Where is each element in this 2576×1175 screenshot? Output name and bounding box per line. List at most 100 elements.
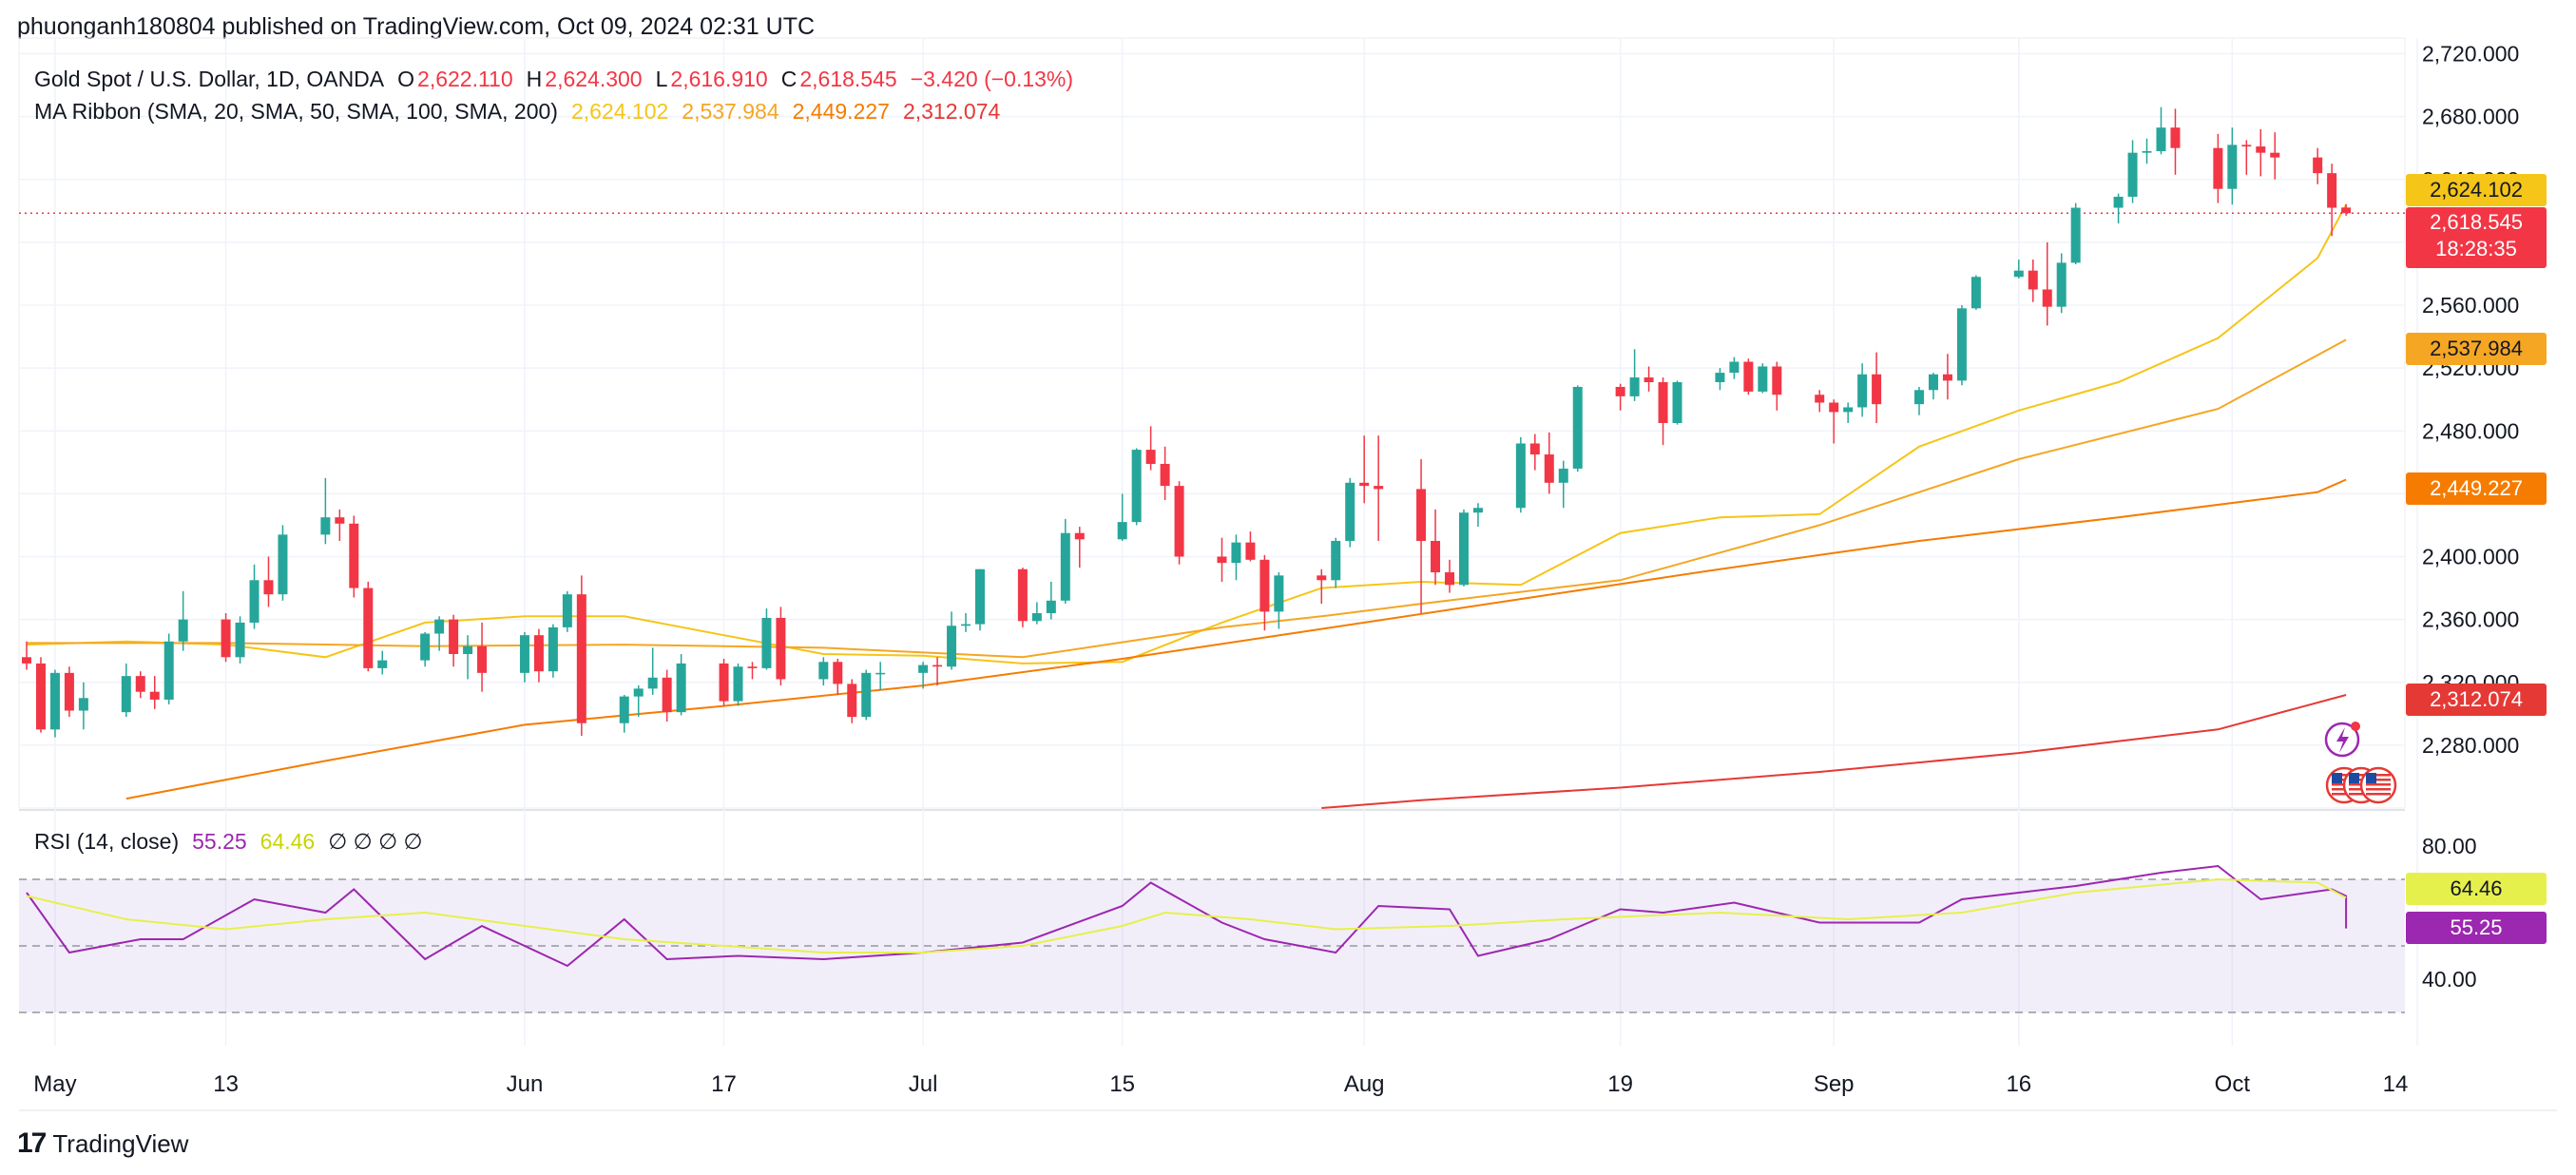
candle-body xyxy=(1345,482,1355,541)
rsi-legend-value: 55.25 xyxy=(192,829,247,854)
time-tick-label: 13 xyxy=(213,1071,239,1097)
candle-body xyxy=(1729,361,1740,374)
published-line: phuonganh180804 published on TradingView… xyxy=(17,13,816,40)
candle-body xyxy=(2028,270,2038,290)
candle-body xyxy=(1374,486,1384,490)
candle-body xyxy=(149,691,160,700)
candle-body xyxy=(1615,386,1625,396)
candle-body xyxy=(2056,262,2067,307)
ma-line-sma100 xyxy=(125,478,2347,800)
candle-body xyxy=(2042,289,2052,307)
candle-body xyxy=(278,534,288,595)
bar-countdown: 18:28:35 xyxy=(2435,237,2517,260)
candle-body xyxy=(2113,196,2124,208)
flag-canton xyxy=(2366,773,2376,783)
candle-body xyxy=(662,677,672,713)
flag-canton xyxy=(2349,773,2359,783)
candle-body xyxy=(1928,374,1938,391)
rsi-tick-label: 40.00 xyxy=(2422,967,2477,992)
candle-body xyxy=(1472,508,1483,513)
change-value: −3.420 (−0.13%) xyxy=(910,67,1074,91)
ma20-price-label: 2,624.102 xyxy=(2406,174,2547,206)
candle-body xyxy=(2127,152,2138,197)
candle-body xyxy=(1715,373,1725,383)
candle-body xyxy=(1758,366,1768,392)
flag-stripe xyxy=(2366,793,2391,796)
candle-body xyxy=(2156,127,2166,152)
ohlc-legend: Gold Spot / U.S. Dollar, 1D, OANDA O 2,622… xyxy=(34,67,1073,92)
candle-body xyxy=(1558,468,1568,483)
candle-body xyxy=(1217,556,1227,564)
price-pane xyxy=(18,37,2406,809)
candle-body xyxy=(833,662,843,684)
candle-body xyxy=(1458,512,1469,586)
candle-body xyxy=(434,619,445,634)
candle-body xyxy=(1529,443,1540,455)
candle-body xyxy=(1231,542,1241,564)
ma50-value: 2,537.984 xyxy=(682,99,779,124)
time-tick-label: Oct xyxy=(2215,1071,2251,1097)
candle-body xyxy=(1872,374,1882,405)
candle-body xyxy=(961,624,971,626)
ma100-value: 2,449.227 xyxy=(792,99,890,124)
candle-body xyxy=(2313,157,2323,174)
candle-body xyxy=(121,676,131,713)
candle-body xyxy=(49,672,60,730)
candle-body xyxy=(1956,308,1967,381)
candle-body xyxy=(647,677,658,689)
us-flag-event-icon xyxy=(2359,766,2397,804)
candle-body xyxy=(249,580,260,623)
candle-body xyxy=(1031,613,1042,622)
rsi-line xyxy=(26,864,2348,968)
candle-body xyxy=(135,676,145,692)
candle-body xyxy=(1829,402,1839,413)
ma200-value: 2,312.074 xyxy=(902,99,1001,124)
candle-body xyxy=(1117,522,1127,540)
candle-body xyxy=(1857,374,1868,408)
candle-body xyxy=(463,645,473,654)
candle-body xyxy=(1317,575,1327,581)
high-value: 2,624.300 xyxy=(545,67,643,91)
lightning-alert-icon xyxy=(2324,722,2360,758)
candle-body xyxy=(519,635,529,673)
ma20-value: 2,624.102 xyxy=(570,99,669,124)
price-tick-label: 2,480.000 xyxy=(2422,418,2519,443)
candle-body xyxy=(349,523,359,588)
candle-body xyxy=(619,696,629,723)
time-tick-label: May xyxy=(33,1071,76,1097)
open-value: 2,622.110 xyxy=(417,67,513,91)
ma-line-sma20 xyxy=(26,203,2347,665)
low-value: 2,616.910 xyxy=(670,67,768,91)
candle-body xyxy=(776,617,786,680)
tradingview-logo[interactable]: 17 TradingView xyxy=(17,1127,188,1160)
candle-body xyxy=(1843,407,1854,413)
candle-body xyxy=(733,666,743,702)
candle-body xyxy=(1074,532,1085,540)
flag-stripe xyxy=(2349,774,2374,777)
open-label: O xyxy=(397,67,415,91)
time-tick-label: 15 xyxy=(1109,1071,1135,1097)
candle-body xyxy=(477,645,488,673)
candle-body xyxy=(2142,151,2152,153)
rsi-empty-values: ∅ ∅ ∅ ∅ xyxy=(328,829,423,854)
candle-body xyxy=(1815,395,1825,403)
time-tick-label: Sep xyxy=(1814,1071,1855,1097)
last-price-value: 2,618.545 xyxy=(2430,210,2523,234)
candle-body xyxy=(178,619,188,642)
candle-body xyxy=(1515,443,1526,509)
ma50-price-label: 2,537.984 xyxy=(2406,333,2547,365)
candle-body xyxy=(377,660,388,668)
ma-line-sma50 xyxy=(27,338,2347,659)
rsi-ma-line xyxy=(26,877,2347,953)
candle-body xyxy=(861,672,872,718)
candle-body xyxy=(221,619,231,658)
candle-body xyxy=(2213,147,2223,189)
lightning-bolt xyxy=(2336,727,2349,753)
ma-ribbon-title: MA Ribbon (SMA, 20, SMA, 50, SMA, 100, S… xyxy=(34,99,558,124)
candle-body xyxy=(1046,600,1056,614)
candle-body xyxy=(1331,540,1341,581)
candle-body xyxy=(2227,144,2238,189)
candle-body xyxy=(263,580,274,595)
candle-body xyxy=(633,688,644,697)
